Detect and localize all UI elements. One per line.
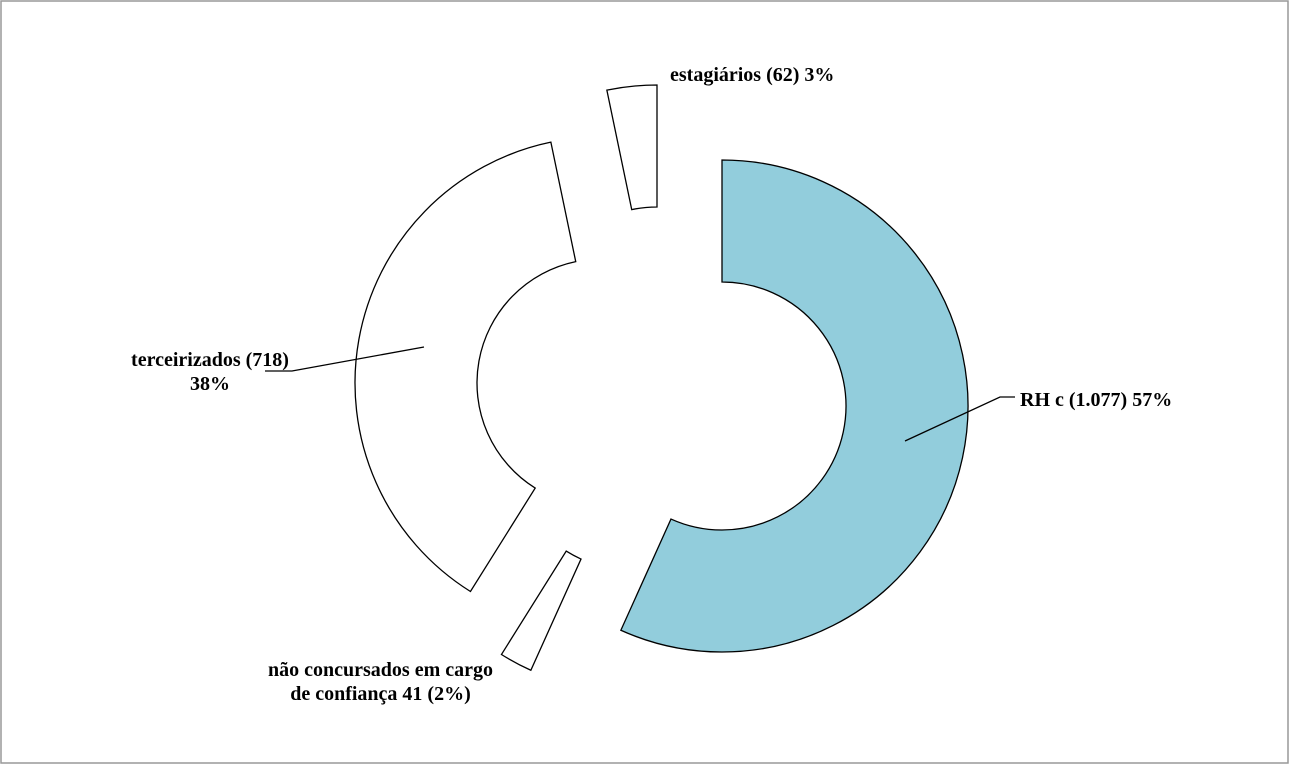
data-label: não concursados em cargo de confiança 41… bbox=[268, 659, 493, 705]
data-label: RH c (1.077) 57% bbox=[1020, 389, 1173, 411]
donut-slice bbox=[619, 159, 969, 653]
donut-slice bbox=[354, 141, 577, 593]
data-label: terceirizados (718) 38% bbox=[131, 349, 289, 395]
donut-slice bbox=[606, 84, 658, 211]
donut-slice bbox=[500, 550, 582, 672]
leader-line bbox=[904, 396, 1015, 442]
data-label: estagiários (62) 3% bbox=[670, 64, 835, 86]
leader-line bbox=[265, 346, 425, 372]
